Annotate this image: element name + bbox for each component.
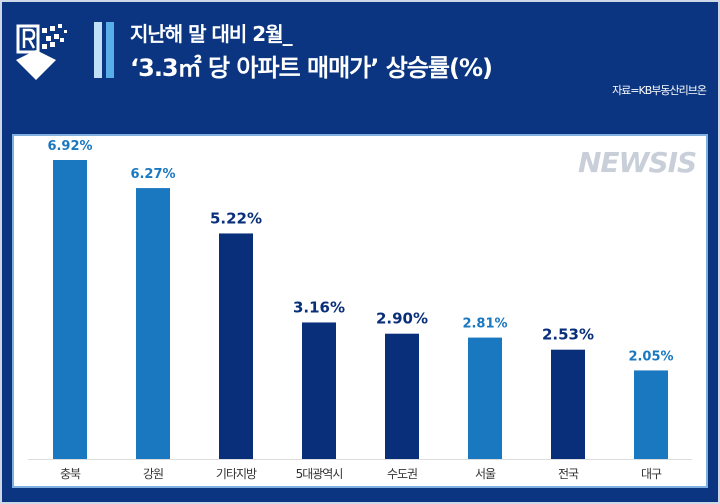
- bar: [468, 337, 502, 459]
- data-label: 2.90%: [376, 310, 428, 328]
- category-label: 강원: [143, 467, 163, 481]
- watermark: NEWSIS: [578, 146, 697, 179]
- bar: [136, 188, 170, 459]
- title-accent-light: [94, 22, 102, 78]
- bar: [53, 160, 87, 459]
- bar: [551, 349, 585, 459]
- data-label: 2.81%: [462, 317, 507, 332]
- bar: [385, 333, 419, 459]
- data-label: 2.05%: [628, 349, 673, 364]
- category-label: 서울: [475, 467, 496, 481]
- title-line1: 지난해 말 대비 2월_: [130, 22, 293, 46]
- data-label: 5.22%: [210, 209, 262, 227]
- title-line2: ‘3.3㎡ 당 아파트 매매가’ 상승률(%): [130, 54, 493, 82]
- category-label: 기타지방: [216, 467, 257, 481]
- category-label: 전국: [558, 467, 579, 481]
- title-accent: [106, 22, 114, 78]
- data-label: 3.16%: [293, 298, 345, 316]
- category-label: 5대광역시: [296, 467, 343, 481]
- category-label: 충북: [60, 467, 81, 481]
- data-label: 2.53%: [542, 326, 594, 344]
- bar: [634, 370, 668, 459]
- category-label: 대구: [641, 467, 662, 481]
- bar: [219, 233, 253, 459]
- chart-panel: [12, 134, 708, 488]
- data-label: 6.92%: [47, 139, 92, 154]
- logo-icon: [16, 24, 67, 80]
- bar: [302, 322, 336, 459]
- source-note: 자료=KB부동산리브온: [612, 84, 707, 97]
- category-label: 수도권: [387, 467, 417, 481]
- data-label: 6.27%: [130, 167, 175, 182]
